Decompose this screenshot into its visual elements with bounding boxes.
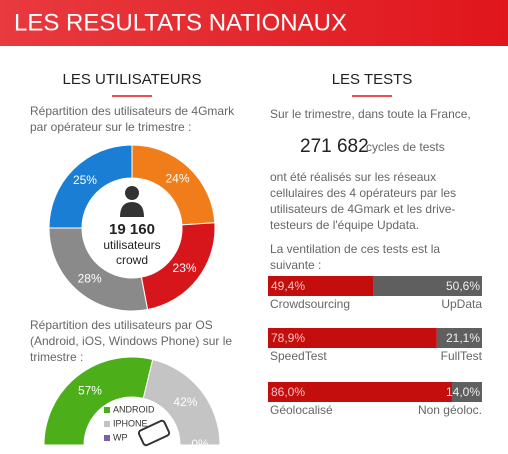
pie-slice bbox=[43, 356, 154, 446]
slice-label: 24% bbox=[166, 172, 190, 186]
legend-label: WP bbox=[113, 432, 128, 442]
bar-value-label: 50,6% bbox=[446, 279, 480, 293]
bar-name: Géolocalisé bbox=[270, 403, 333, 417]
legend-swatch bbox=[104, 435, 110, 441]
text-line: Sur le trimestre, dans toute la France, bbox=[270, 107, 471, 121]
bar-segment bbox=[268, 382, 453, 402]
bar-value-label: 86,0% bbox=[271, 385, 305, 399]
text-line: testeurs de l'équipe Updata. bbox=[270, 218, 419, 232]
slice-label: 23% bbox=[173, 261, 197, 275]
section-title: LES TESTS bbox=[332, 71, 413, 88]
legend-swatch bbox=[104, 421, 110, 427]
legend-swatch bbox=[104, 407, 110, 413]
test-count: 271 682 bbox=[300, 136, 369, 157]
legend-label: IPHONE bbox=[113, 418, 148, 428]
pie-slice bbox=[48, 227, 149, 312]
bar-name: Non géoloc. bbox=[418, 403, 482, 417]
section-title: LES UTILISATEURS bbox=[63, 71, 202, 88]
user-total: 19 160 bbox=[109, 221, 155, 238]
legend-label: ANDROID bbox=[113, 404, 155, 414]
bar-name: UpData bbox=[441, 297, 482, 311]
bar-segment bbox=[268, 276, 374, 296]
bar-value-label: 78,9% bbox=[271, 331, 305, 345]
bar-segment bbox=[452, 382, 482, 402]
bar-name: Crowdsourcing bbox=[270, 297, 350, 311]
text-line: suivante : bbox=[270, 258, 321, 272]
slice-label: 28% bbox=[78, 271, 102, 285]
bar-name: FullTest bbox=[441, 349, 483, 363]
bar-segment bbox=[436, 328, 482, 348]
bar-name: SpeedTest bbox=[270, 349, 327, 363]
slice-label: 0% bbox=[191, 437, 209, 451]
slice-label: 25% bbox=[73, 173, 97, 187]
slice-label: 57% bbox=[78, 384, 102, 398]
text-line: utilisateurs de 4Gmark et les drive- bbox=[270, 202, 455, 216]
text-line: Répartition des utilisateurs par OS bbox=[30, 318, 213, 332]
icon-head bbox=[125, 186, 139, 200]
bar-value-label: 14,0% bbox=[446, 385, 480, 399]
text-line: (Android, iOS, Windows Phone) sur le bbox=[30, 334, 232, 348]
pie-slice bbox=[48, 144, 133, 229]
bar-segment bbox=[373, 276, 482, 296]
slice-label: 42% bbox=[173, 395, 197, 409]
test-count-unit: cycles de tests bbox=[366, 140, 445, 154]
bar-segment bbox=[268, 328, 437, 348]
text-line: trimestre : bbox=[30, 350, 83, 364]
icon-body bbox=[120, 202, 144, 217]
text-line: Répartition des utilisateurs de 4Gmark bbox=[30, 104, 235, 118]
header-title: LES RESULTATS NATIONAUX bbox=[14, 9, 347, 36]
user-total-label: utilisateurs bbox=[103, 238, 160, 252]
header-band bbox=[0, 0, 508, 46]
text-line: ont été réalisés sur les réseaux bbox=[270, 170, 436, 184]
text-line: par opérateur sur le trimestre : bbox=[30, 120, 191, 134]
user-total-label: crowd bbox=[116, 253, 148, 267]
phone-icon bbox=[137, 419, 171, 447]
bar-value-label: 21,1% bbox=[446, 331, 480, 345]
text-line: cellulaires des 4 opérateurs par les bbox=[270, 186, 456, 200]
text-line: La ventilation de ces tests est la bbox=[270, 242, 440, 256]
bar-value-label: 49,4% bbox=[271, 279, 305, 293]
